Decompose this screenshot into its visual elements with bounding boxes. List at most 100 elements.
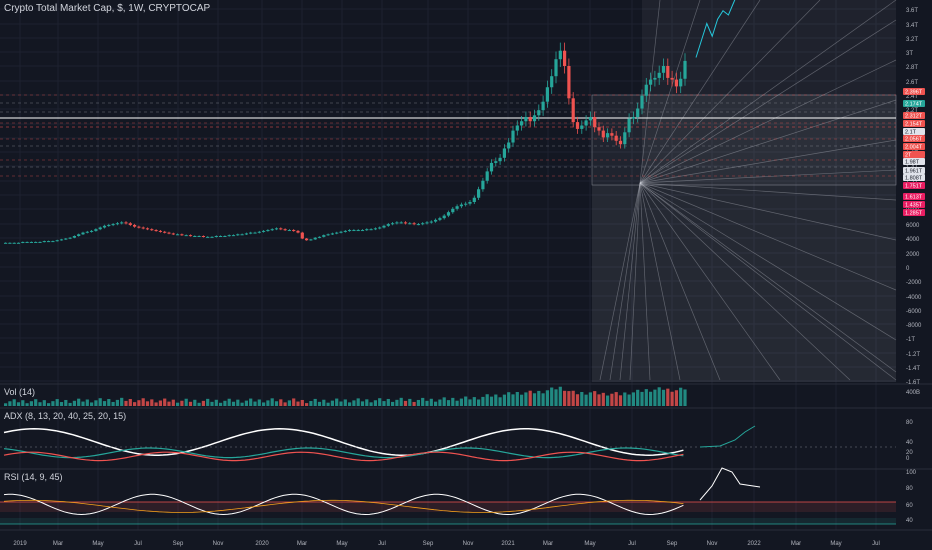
- volume-bar: [614, 392, 618, 406]
- volume-bar: [683, 389, 687, 406]
- volume-bar: [515, 392, 519, 406]
- volume-bar: [317, 401, 322, 406]
- volume-bar: [438, 399, 442, 406]
- volume-bar: [348, 402, 352, 406]
- candle: [98, 227, 102, 230]
- volume-bar: [481, 396, 485, 406]
- candle: [270, 229, 274, 231]
- x-tick-label: Mar: [543, 541, 553, 547]
- x-tick-label: May: [336, 541, 347, 547]
- candle: [524, 117, 528, 122]
- x-tick-label: Jul: [628, 541, 636, 547]
- fan-line: [639, 0, 821, 184]
- volume-bar: [111, 401, 115, 406]
- volume-bar: [558, 386, 562, 406]
- x-tick-label: May: [92, 541, 103, 547]
- candle: [403, 222, 408, 224]
- candle: [115, 223, 119, 225]
- price-badge-label: 1.285T: [905, 211, 923, 217]
- candle: [154, 230, 158, 232]
- price-badge-label: 1.961T: [905, 169, 923, 175]
- candle: [391, 223, 395, 225]
- candle: [683, 60, 687, 79]
- volume-bar: [107, 399, 111, 406]
- y-tick-label: 3.4T: [906, 23, 918, 29]
- volume-bar: [171, 399, 175, 406]
- volume-bar: [343, 399, 347, 406]
- volume-bar: [12, 399, 16, 406]
- candle: [231, 235, 236, 237]
- volume-bar: [507, 392, 511, 406]
- volume-bar: [305, 403, 309, 406]
- candle: [365, 229, 369, 231]
- candle: [274, 228, 279, 230]
- price-badge-label: 2.154T: [905, 122, 923, 128]
- volume-bar: [567, 391, 571, 406]
- candle: [133, 224, 137, 227]
- candle: [214, 236, 218, 237]
- candle: [464, 203, 468, 205]
- y-tick-label: 6000: [906, 223, 920, 229]
- fan-line: [639, 59, 897, 184]
- volume-bar: [98, 398, 102, 406]
- candle: [395, 222, 399, 224]
- volume-bar: [623, 392, 627, 406]
- candle: [244, 233, 248, 235]
- volume-bar: [477, 399, 481, 406]
- volume-bar: [176, 402, 180, 406]
- volume-bar: [8, 401, 12, 406]
- price-badge-label: 2.396T: [905, 90, 923, 96]
- volume-bar: [266, 400, 270, 406]
- candle: [679, 78, 683, 87]
- volume-bar: [524, 392, 528, 406]
- candle: [257, 231, 261, 233]
- fan-line: [639, 0, 897, 184]
- price-badge-label: 1.808T: [905, 176, 923, 182]
- candle: [451, 208, 455, 213]
- candle: [47, 241, 51, 243]
- volume-bar: [38, 402, 42, 406]
- fan-line: [599, 182, 641, 381]
- candle: [511, 130, 515, 143]
- volume-bar: [416, 399, 420, 406]
- candle: [593, 117, 597, 128]
- candle: [188, 235, 193, 237]
- price-badge: [903, 158, 925, 165]
- candle: [145, 228, 150, 230]
- rsi-tick-label: 40: [906, 518, 913, 524]
- price-badge-label: 2.056T: [905, 137, 923, 143]
- candle: [532, 115, 537, 122]
- candle: [657, 72, 661, 78]
- candle: [240, 234, 244, 236]
- volume-bar: [42, 400, 46, 406]
- candle: [421, 223, 425, 225]
- price-badge: [903, 128, 925, 135]
- fan-line: [629, 182, 641, 381]
- volume-bar: [223, 400, 227, 406]
- y-tick-label: -1.2T: [906, 352, 920, 358]
- y-tick-label: 2000: [906, 252, 920, 258]
- y-tick-label: 2.4T: [906, 94, 918, 100]
- candle: [399, 222, 403, 224]
- volume-bar: [120, 397, 124, 406]
- candle: [163, 231, 167, 233]
- volume-bar: [25, 403, 29, 406]
- candle: [416, 224, 420, 226]
- volume-bar: [154, 402, 158, 406]
- candle: [610, 133, 614, 136]
- volume-bar: [636, 389, 640, 406]
- candle: [386, 224, 390, 226]
- candle: [59, 239, 64, 241]
- volume-bar: [442, 397, 446, 406]
- candle: [102, 225, 107, 228]
- candle: [29, 241, 33, 243]
- candle: [128, 223, 132, 225]
- volume-bar: [184, 398, 188, 406]
- volume-bar: [631, 392, 635, 406]
- volume-bar: [421, 397, 425, 406]
- x-tick-label: Sep: [423, 541, 434, 547]
- candle: [223, 236, 227, 237]
- price-badge-label: 2.1T: [905, 130, 917, 136]
- candle: [408, 223, 412, 225]
